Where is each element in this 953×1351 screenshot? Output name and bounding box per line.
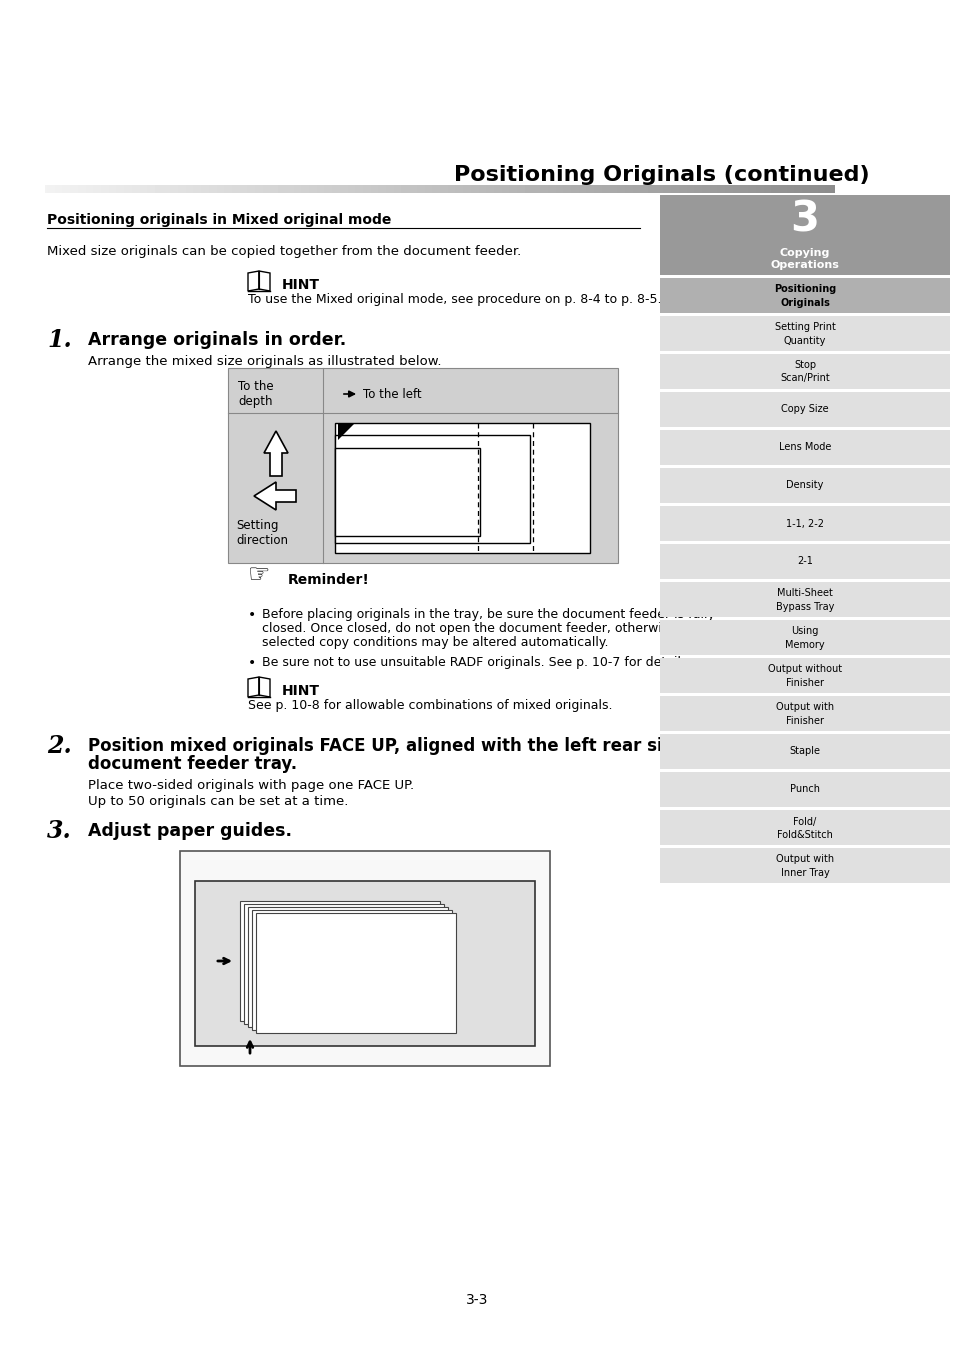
Text: Copy Size: Copy Size	[781, 404, 828, 415]
Text: HINT: HINT	[282, 278, 319, 292]
Text: ☞: ☞	[248, 563, 270, 586]
Bar	[659, 195, 949, 276]
Text: Staple: Staple	[789, 747, 820, 757]
Bar	[335, 423, 589, 553]
Text: Stop: Stop	[793, 361, 815, 370]
Text: Copying: Copying	[779, 249, 829, 258]
Bar	[659, 544, 949, 580]
Text: Be sure not to use unsuitable RADF originals. See p. 10-7 for details.: Be sure not to use unsuitable RADF origi…	[262, 657, 691, 669]
Bar	[659, 507, 949, 540]
Text: Output with: Output with	[775, 854, 833, 865]
Text: Memory: Memory	[784, 639, 824, 650]
Polygon shape	[194, 881, 535, 1046]
Polygon shape	[264, 431, 288, 476]
Text: Arrange the mixed size originals as illustrated below.: Arrange the mixed size originals as illu…	[88, 355, 441, 369]
Text: document feeder tray.: document feeder tray.	[88, 755, 296, 773]
Bar	[659, 771, 949, 807]
Bar	[252, 911, 452, 1029]
Text: Scan/Print: Scan/Print	[780, 373, 829, 384]
Text: Operations: Operations	[770, 259, 839, 270]
Bar	[659, 430, 949, 465]
Bar	[659, 734, 949, 769]
Text: Multi-Sheet: Multi-Sheet	[777, 589, 832, 598]
Bar	[659, 658, 949, 693]
Text: depth: depth	[237, 394, 273, 408]
Text: To the: To the	[237, 380, 274, 393]
Bar	[244, 904, 443, 1024]
Text: Finisher: Finisher	[785, 677, 823, 688]
Text: Setting: Setting	[235, 520, 278, 532]
Polygon shape	[258, 272, 270, 290]
Text: HINT: HINT	[282, 684, 319, 698]
Text: 3.: 3.	[47, 819, 71, 843]
Bar	[228, 367, 618, 563]
Text: 1-1, 2-2: 1-1, 2-2	[785, 519, 823, 528]
Text: Arrange originals in order.: Arrange originals in order.	[88, 331, 346, 349]
Text: 2.: 2.	[47, 734, 71, 758]
Polygon shape	[337, 424, 354, 440]
Text: Adjust paper guides.: Adjust paper guides.	[88, 821, 292, 840]
Bar	[659, 582, 949, 617]
Bar	[255, 913, 456, 1034]
Text: Before placing originals in the tray, be sure the document feeder is fully: Before placing originals in the tray, be…	[262, 608, 714, 621]
Bar	[248, 907, 448, 1027]
Text: •: •	[248, 608, 256, 621]
Bar	[659, 316, 949, 351]
Text: 3: 3	[790, 199, 819, 240]
Bar	[180, 851, 550, 1066]
Text: 1.: 1.	[47, 328, 71, 353]
Text: Density: Density	[785, 481, 822, 490]
Text: Punch: Punch	[789, 785, 820, 794]
Text: Quantity: Quantity	[783, 335, 825, 346]
Bar	[659, 467, 949, 503]
Bar	[659, 392, 949, 427]
Text: Output without: Output without	[767, 665, 841, 674]
Bar	[659, 811, 949, 844]
Polygon shape	[253, 482, 295, 509]
Text: direction: direction	[235, 534, 288, 547]
Text: Mixed size originals can be copied together from the document feeder.: Mixed size originals can be copied toget…	[47, 246, 520, 258]
Bar	[659, 696, 949, 731]
Polygon shape	[248, 272, 258, 290]
Text: •: •	[248, 657, 256, 670]
Text: Originals: Originals	[780, 297, 829, 308]
Bar	[659, 354, 949, 389]
Polygon shape	[248, 677, 258, 697]
Text: 2-1: 2-1	[796, 557, 812, 566]
Text: Lens Mode: Lens Mode	[778, 443, 830, 453]
Text: closed. Once closed, do not open the document feeder, otherwise the: closed. Once closed, do not open the doc…	[262, 621, 700, 635]
Text: Place two-sided originals with page one FACE UP.: Place two-sided originals with page one …	[88, 780, 414, 793]
Text: Position mixed originals FACE UP, aligned with the left rear side of the: Position mixed originals FACE UP, aligne…	[88, 738, 746, 755]
Text: Positioning: Positioning	[773, 285, 835, 295]
Text: Bypass Tray: Bypass Tray	[775, 601, 833, 612]
Text: Fold&Stitch: Fold&Stitch	[777, 830, 832, 839]
Polygon shape	[258, 677, 270, 697]
Bar	[659, 278, 949, 313]
Text: Inner Tray: Inner Tray	[780, 867, 828, 878]
Bar	[240, 901, 439, 1021]
Text: Fold/: Fold/	[793, 816, 816, 827]
Text: See p. 10-8 for allowable combinations of mixed originals.: See p. 10-8 for allowable combinations o…	[248, 700, 612, 712]
Text: selected copy conditions may be altered automatically.: selected copy conditions may be altered …	[262, 636, 608, 648]
Text: Using: Using	[790, 627, 818, 636]
Text: Positioning originals in Mixed original mode: Positioning originals in Mixed original …	[47, 213, 391, 227]
Text: Output with: Output with	[775, 703, 833, 712]
Bar	[659, 848, 949, 884]
Bar	[659, 620, 949, 655]
Text: Reminder!: Reminder!	[288, 573, 370, 586]
Text: Positioning Originals (continued): Positioning Originals (continued)	[454, 165, 869, 185]
Text: Finisher: Finisher	[785, 716, 823, 725]
Text: Setting Print: Setting Print	[774, 323, 835, 332]
Bar	[335, 449, 479, 536]
Text: To the left: To the left	[363, 388, 421, 400]
Text: Up to 50 originals can be set at a time.: Up to 50 originals can be set at a time.	[88, 794, 348, 808]
Bar	[335, 435, 530, 543]
Text: 3-3: 3-3	[465, 1293, 488, 1306]
Text: To use the Mixed original mode, see procedure on p. 8-4 to p. 8-5.: To use the Mixed original mode, see proc…	[248, 293, 660, 307]
